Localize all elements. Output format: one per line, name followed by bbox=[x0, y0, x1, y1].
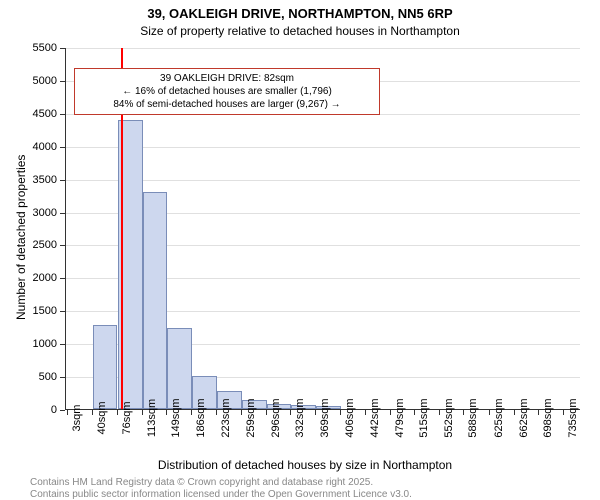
ytick-mark bbox=[60, 213, 65, 214]
ytick-mark bbox=[60, 114, 65, 115]
xtick-mark bbox=[142, 410, 143, 415]
ytick-mark bbox=[60, 410, 65, 411]
xtick-label: 625sqm bbox=[493, 398, 505, 437]
histogram-bar bbox=[167, 328, 192, 409]
xtick-mark bbox=[563, 410, 564, 415]
gridline bbox=[66, 180, 580, 181]
xtick-mark bbox=[67, 410, 68, 415]
footer-line-1: Contains HM Land Registry data © Crown c… bbox=[30, 477, 600, 488]
histogram-bar bbox=[93, 325, 117, 409]
ytick-mark bbox=[60, 180, 65, 181]
annotation-line: ← 16% of detached houses are smaller (1,… bbox=[81, 85, 373, 98]
ytick-mark bbox=[60, 311, 65, 312]
annotation-box: 39 OAKLEIGH DRIVE: 82sqm← 16% of detache… bbox=[74, 68, 380, 115]
xtick-mark bbox=[166, 410, 167, 415]
xtick-mark bbox=[365, 410, 366, 415]
xtick-label: 259sqm bbox=[245, 398, 257, 437]
xtick-label: 515sqm bbox=[418, 398, 430, 437]
annotation-line: 84% of semi-detached houses are larger (… bbox=[81, 98, 373, 111]
xtick-mark bbox=[489, 410, 490, 415]
xtick-mark bbox=[463, 410, 464, 415]
ytick-mark bbox=[60, 377, 65, 378]
annotation-line: 39 OAKLEIGH DRIVE: 82sqm bbox=[81, 72, 373, 85]
xtick-mark bbox=[191, 410, 192, 415]
ytick-mark bbox=[60, 245, 65, 246]
xtick-mark bbox=[538, 410, 539, 415]
chart-subtitle: Size of property relative to detached ho… bbox=[0, 24, 600, 38]
xtick-label: 588sqm bbox=[467, 398, 479, 437]
xtick-mark bbox=[414, 410, 415, 415]
ytick-mark bbox=[60, 48, 65, 49]
ytick-label: 500 bbox=[21, 371, 57, 383]
ytick-mark bbox=[60, 344, 65, 345]
ytick-label: 2500 bbox=[21, 239, 57, 251]
xtick-mark bbox=[340, 410, 341, 415]
xtick-mark bbox=[390, 410, 391, 415]
xtick-label: 406sqm bbox=[344, 398, 356, 437]
ytick-label: 2000 bbox=[21, 272, 57, 284]
xtick-label: 479sqm bbox=[394, 398, 406, 437]
ytick-label: 3000 bbox=[21, 207, 57, 219]
xtick-mark bbox=[290, 410, 291, 415]
ytick-label: 4500 bbox=[21, 108, 57, 120]
xtick-mark bbox=[315, 410, 316, 415]
chart-title: 39, OAKLEIGH DRIVE, NORTHAMPTON, NN5 6RP bbox=[0, 6, 600, 21]
xtick-label: 113sqm bbox=[146, 399, 158, 437]
xtick-mark bbox=[266, 410, 267, 415]
gridline bbox=[66, 48, 580, 49]
ytick-mark bbox=[60, 147, 65, 148]
xtick-mark bbox=[241, 410, 242, 415]
xtick-mark bbox=[216, 410, 217, 415]
gridline bbox=[66, 147, 580, 148]
xtick-label: 296sqm bbox=[270, 398, 282, 437]
xtick-label: 442sqm bbox=[369, 398, 381, 437]
xtick-label: 223sqm bbox=[220, 398, 232, 437]
xtick-label: 76sqm bbox=[121, 401, 133, 434]
ytick-label: 1000 bbox=[21, 338, 57, 350]
ytick-mark bbox=[60, 278, 65, 279]
ytick-label: 3500 bbox=[21, 174, 57, 186]
footer-line-2: Contains public sector information licen… bbox=[30, 489, 600, 500]
xtick-label: 369sqm bbox=[319, 398, 331, 437]
xtick-mark bbox=[439, 410, 440, 415]
ytick-label: 5500 bbox=[21, 42, 57, 54]
xtick-label: 662sqm bbox=[518, 398, 530, 437]
xtick-label: 332sqm bbox=[294, 398, 306, 437]
x-axis-label: Distribution of detached houses by size … bbox=[30, 458, 580, 472]
xtick-mark bbox=[117, 410, 118, 415]
ytick-label: 4000 bbox=[21, 141, 57, 153]
ytick-label: 1500 bbox=[21, 305, 57, 317]
xtick-label: 3sqm bbox=[71, 405, 83, 432]
ytick-label: 0 bbox=[21, 404, 57, 416]
chart-container: 39, OAKLEIGH DRIVE, NORTHAMPTON, NN5 6RP… bbox=[0, 0, 600, 500]
xtick-label: 698sqm bbox=[542, 398, 554, 437]
ytick-mark bbox=[60, 81, 65, 82]
xtick-label: 186sqm bbox=[195, 398, 207, 437]
xtick-label: 149sqm bbox=[170, 398, 182, 437]
histogram-bar bbox=[143, 192, 167, 409]
xtick-mark bbox=[92, 410, 93, 415]
xtick-label: 552sqm bbox=[443, 398, 455, 437]
xtick-label: 735sqm bbox=[567, 398, 579, 437]
xtick-label: 40sqm bbox=[96, 401, 108, 434]
ytick-label: 5000 bbox=[21, 75, 57, 87]
plot-area: 39 OAKLEIGH DRIVE: 82sqm← 16% of detache… bbox=[65, 48, 580, 410]
xtick-mark bbox=[514, 410, 515, 415]
